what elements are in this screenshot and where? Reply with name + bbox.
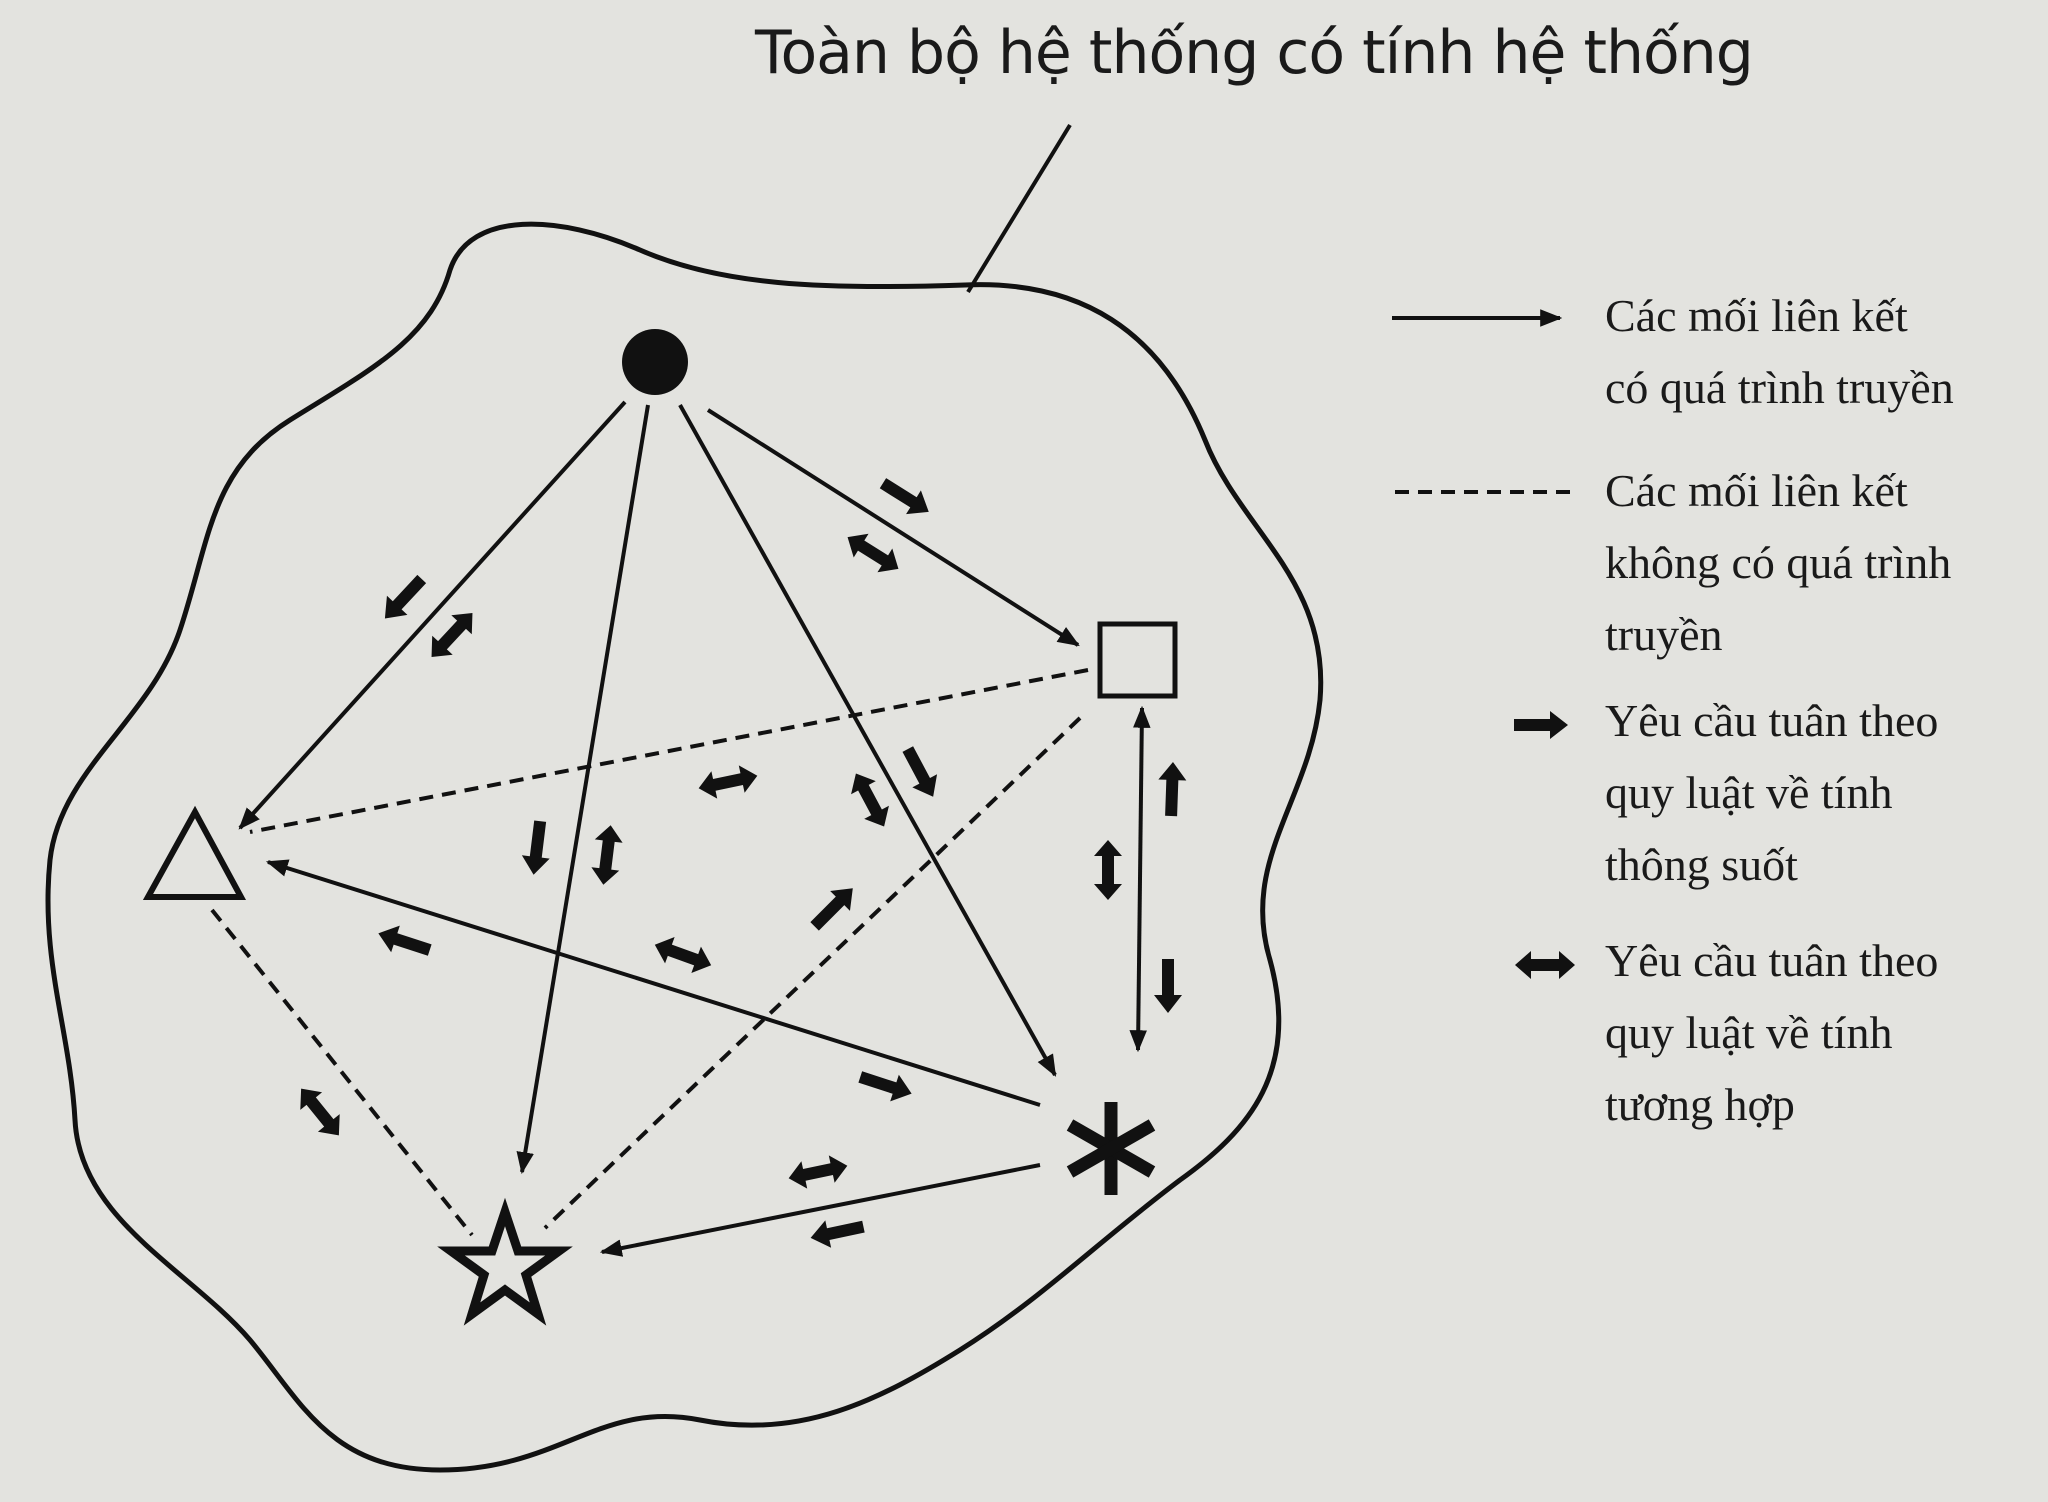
legend-line: Các mối liên kết — [1605, 465, 1908, 516]
legend-line: Yêu cầu tuân theo — [1605, 695, 1939, 746]
link-square-triangle — [249, 668, 1089, 834]
bold-single-arrow — [374, 569, 432, 629]
link-asterisk-star — [599, 1163, 1041, 1257]
link-triangle-star — [210, 908, 474, 1237]
node-square — [1097, 621, 1178, 699]
bold-single-arrow — [804, 878, 863, 937]
legend-line: không có quá trình — [1605, 537, 1952, 588]
legend-line: tương hợp — [1605, 1079, 1795, 1130]
bold-double-arrow — [840, 525, 906, 581]
title-leader-line — [966, 123, 1072, 294]
bold-single-arrow — [519, 819, 555, 877]
link-circle-asterisk — [678, 404, 1057, 1077]
diagram-title: Toàn bộ hệ thống có tính hệ thống — [755, 18, 1754, 88]
link-square-star — [543, 716, 1082, 1230]
bold-double-arrow — [785, 1152, 851, 1192]
requirement-arrows — [290, 471, 1187, 1252]
legend-line: quy luật về tính — [1605, 767, 1893, 818]
legend-symbols — [1392, 309, 1575, 979]
bold-single-arrow — [1157, 761, 1187, 817]
link-circle-square — [706, 408, 1080, 647]
bold-single-arrow — [374, 920, 435, 964]
link-circle-triangle — [238, 400, 627, 830]
bold-double-arrow — [421, 603, 483, 667]
bold-single-arrow — [875, 471, 937, 524]
legend-line: thông suốt — [1605, 839, 1798, 890]
legend-line: quy luật về tính — [1605, 1007, 1893, 1058]
bold-double-arrow — [650, 931, 716, 979]
legend-line: có quá trình truyền — [1605, 362, 1954, 413]
bold-single-arrow — [895, 742, 946, 804]
legend-line: Các mối liên kết — [1605, 290, 1908, 341]
link-square-asterisk — [1129, 705, 1151, 1053]
bold-double-arrow — [290, 1079, 350, 1145]
solid-links — [238, 400, 1151, 1257]
bold-double-arrow — [589, 823, 625, 887]
legend-bold-double-arrow-icon — [1515, 951, 1575, 979]
legend-item-compatibility-requirement: Yêu cầu tuân theo quy luật về tính tương… — [1605, 925, 1938, 1141]
legend-line: Yêu cầu tuân theo — [1605, 935, 1939, 986]
bold-single-arrow — [855, 1063, 916, 1107]
legend-bold-single-arrow-icon — [1514, 711, 1568, 739]
dashed-links — [210, 668, 1089, 1237]
legend-item-throughput-requirement: Yêu cầu tuân theo quy luật về tính thông… — [1605, 685, 1938, 901]
system-boundary — [45, 221, 1324, 1473]
bold-double-arrow — [1094, 840, 1122, 900]
node-triangle — [142, 805, 247, 900]
link-asterisk-triangle — [265, 859, 1041, 1107]
bold-single-arrow — [807, 1212, 867, 1252]
node-circle — [622, 329, 688, 395]
bold-single-arrow — [1154, 959, 1182, 1013]
legend-item-transfer-links: Các mối liên kết có quá trình truyền — [1605, 280, 1954, 424]
link-circle-star — [516, 404, 650, 1175]
node-asterisk — [1066, 1102, 1156, 1195]
bold-double-arrow — [695, 762, 761, 802]
legend-item-non-transfer-links: Các mối liên kết không có quá trình truy… — [1605, 455, 1951, 671]
legend-line: truyền — [1605, 609, 1723, 660]
node-star — [437, 1197, 573, 1326]
